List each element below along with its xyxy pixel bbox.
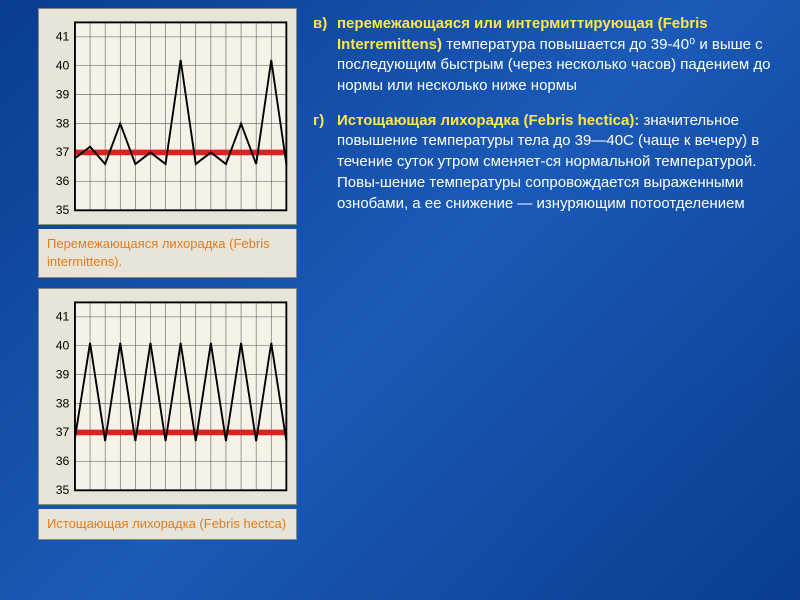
svg-text:40: 40 (56, 339, 70, 353)
item-v: в) перемежающаяся или интермиттирующая (… (313, 14, 782, 97)
svg-text:35: 35 (56, 483, 70, 497)
svg-text:41: 41 (56, 30, 70, 44)
chart-hectic-svg: 35 36 37 38 39 40 41 (43, 293, 292, 500)
chart-hectic: 35 36 37 38 39 40 41 (38, 288, 297, 505)
caption-intermittent: Перемежающаяся лихорадка (Febris intermi… (38, 229, 297, 278)
svg-text:38: 38 (56, 116, 70, 130)
svg-text:39: 39 (56, 87, 70, 101)
item-g: г) Истощающая лихорадка (Febris hectica)… (313, 111, 782, 214)
svg-text:36: 36 (56, 174, 70, 188)
svg-text:40: 40 (56, 59, 70, 73)
caption-hectic: Истощающая лихорадка (Febris hectca) (38, 509, 297, 540)
text-content: в) перемежающаяся или интермиттирующая (… (313, 14, 782, 214)
item-v-text: перемежающаяся или интермиттирующая (Feb… (337, 14, 782, 97)
svg-text:37: 37 (56, 425, 70, 439)
item-g-marker: г) (313, 111, 337, 214)
item-v-marker: в) (313, 14, 337, 97)
left-column: 35 36 37 38 39 40 41 Перемежающаяся лихорадка … (0, 0, 305, 600)
svg-text:35: 35 (56, 203, 70, 217)
chart-intermittent-svg: 35 36 37 38 39 40 41 (43, 13, 292, 220)
svg-text:36: 36 (56, 454, 70, 468)
right-column: в) перемежающаяся или интермиттирующая (… (305, 0, 800, 600)
svg-text:37: 37 (56, 145, 70, 159)
item-g-text: Истощающая лихорадка (Febris hectica): з… (337, 111, 782, 214)
chart-intermittent: 35 36 37 38 39 40 41 (38, 8, 297, 225)
svg-text:38: 38 (56, 396, 70, 410)
svg-text:39: 39 (56, 368, 70, 382)
svg-text:41: 41 (56, 310, 70, 324)
item-g-title: Истощающая лихорадка (Febris hectica): (337, 112, 639, 129)
